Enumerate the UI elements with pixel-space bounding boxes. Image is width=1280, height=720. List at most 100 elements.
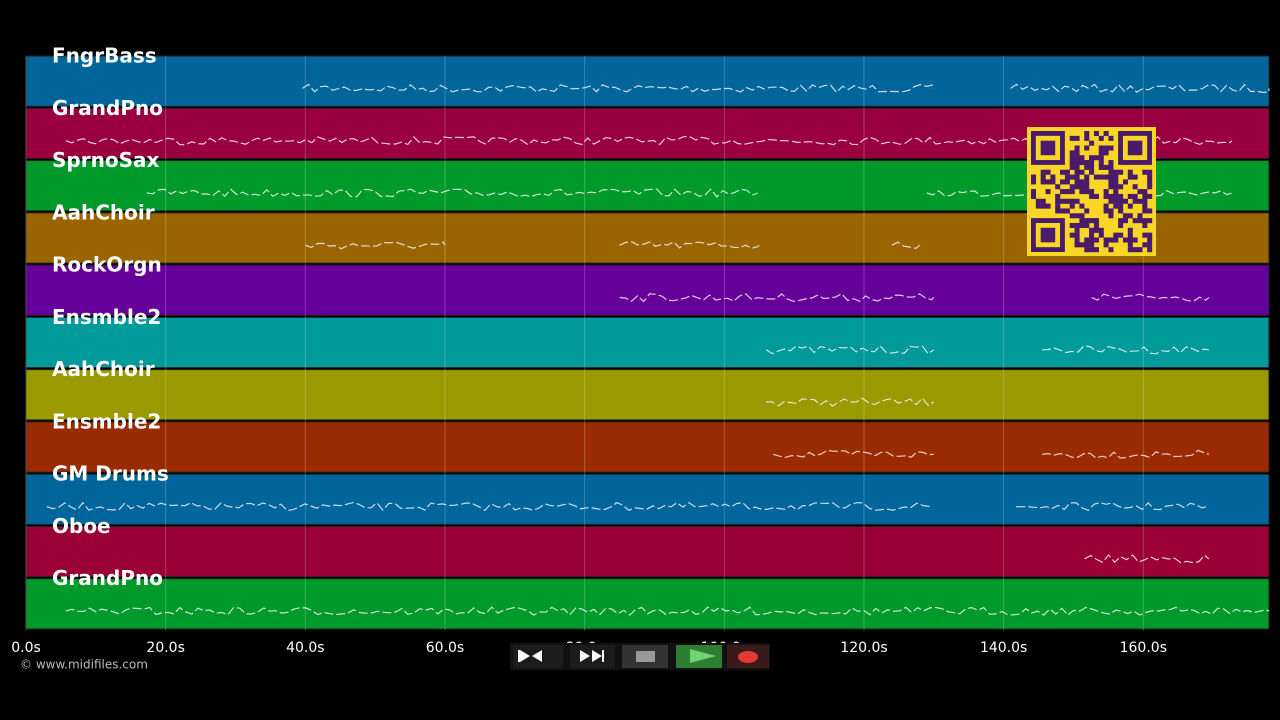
track-name: GrandPno [52, 96, 163, 120]
qr-finder [1040, 227, 1056, 243]
qr-module [1103, 145, 1109, 151]
qr-module [1079, 222, 1085, 228]
qr-module [1079, 179, 1085, 185]
record-button[interactable] [727, 645, 769, 668]
qr-module [1084, 218, 1090, 224]
qr-module [1127, 242, 1133, 248]
qr-module [1069, 203, 1075, 209]
forward-button[interactable] [570, 645, 615, 668]
note-span [65, 606, 1270, 616]
qr-module [1122, 179, 1128, 185]
track-row [25, 316, 1270, 369]
qr-module [1098, 164, 1104, 170]
qr-module [1084, 164, 1090, 170]
track-row [25, 473, 1270, 525]
stop-button[interactable] [622, 645, 668, 668]
qr-module [1132, 218, 1138, 224]
tick-label: 0.0s [11, 640, 41, 656]
qr-module [1074, 169, 1080, 175]
record-icon [738, 651, 758, 663]
stop-icon [636, 651, 655, 662]
track-name: GrandPno [52, 566, 163, 590]
qr-module [1113, 203, 1119, 209]
qr-module [1031, 174, 1037, 180]
qr-module [1084, 237, 1090, 243]
qr-module [1069, 155, 1075, 161]
note-span [1084, 554, 1210, 564]
grid [25, 56, 1144, 631]
qr-module [1113, 193, 1119, 199]
qr-module [1074, 232, 1080, 238]
qr-module [1122, 198, 1128, 204]
play-button[interactable] [676, 645, 722, 668]
qr-module [1089, 237, 1095, 243]
track-row [25, 55, 1270, 107]
qr-module [1108, 179, 1114, 185]
qr-module [1108, 160, 1114, 166]
qr-module [1089, 164, 1095, 170]
qr-finder [1040, 140, 1056, 156]
qr-module [1084, 184, 1090, 190]
qr-module [1093, 218, 1099, 224]
qr-module [1074, 242, 1080, 248]
qr-module [1060, 189, 1066, 195]
qr-module [1137, 247, 1143, 253]
qr-module [1069, 222, 1075, 228]
qr-module [1045, 179, 1051, 185]
play-icon [690, 649, 716, 663]
qr-module [1098, 145, 1104, 151]
qr-module [1089, 232, 1095, 238]
qr-module [1142, 232, 1148, 238]
qr-module [1079, 189, 1085, 195]
qr-module [1137, 198, 1143, 204]
track-name: GM Drums [52, 462, 169, 486]
track-name: Ensmble2 [52, 305, 161, 329]
qr-module [1093, 237, 1099, 243]
qr-module [1079, 184, 1085, 190]
qr-module [1089, 227, 1095, 233]
qr-module [1103, 237, 1109, 243]
transport [510, 643, 770, 670]
note-span [302, 83, 935, 94]
note-span [146, 188, 759, 198]
qr-module [1079, 160, 1085, 166]
qr-module [1079, 155, 1085, 161]
qr-module [1031, 193, 1037, 199]
qr-module [1079, 203, 1085, 209]
qr-module [1064, 174, 1070, 180]
qr-module [1127, 213, 1133, 219]
qr-module [1045, 203, 1051, 209]
qr-module [1074, 184, 1080, 190]
note-span [46, 501, 931, 512]
tick-label: 160.0s [1120, 640, 1167, 656]
qr-module [1113, 179, 1119, 185]
rewind-button[interactable] [513, 645, 563, 668]
copyright: © www.midifiles.com [20, 658, 148, 672]
qr-module [1142, 198, 1148, 204]
qr-module [1074, 213, 1080, 219]
qr-module [1127, 247, 1133, 253]
qr-module [1093, 193, 1099, 199]
qr-module [1127, 174, 1133, 180]
note-span [1041, 345, 1209, 355]
qr-module [1035, 203, 1041, 209]
qr-module [1069, 135, 1075, 141]
qr-module [1113, 232, 1119, 238]
track-row [25, 369, 1270, 421]
note-span [1016, 502, 1207, 512]
qr-module [1069, 213, 1075, 219]
qr-module [1098, 150, 1104, 156]
qr-module [1118, 232, 1124, 238]
qr-module [1108, 184, 1114, 190]
qr-module [1142, 218, 1148, 224]
note-span [65, 135, 1233, 146]
track-row [25, 421, 1270, 473]
qr-module [1093, 227, 1099, 233]
qr-module [1084, 242, 1090, 248]
qr-module [1055, 208, 1061, 214]
qr-module [1089, 169, 1095, 175]
qr-module [1118, 208, 1124, 214]
qr-module [1060, 208, 1066, 214]
qr-module [1035, 198, 1041, 204]
qr-module [1108, 145, 1114, 151]
